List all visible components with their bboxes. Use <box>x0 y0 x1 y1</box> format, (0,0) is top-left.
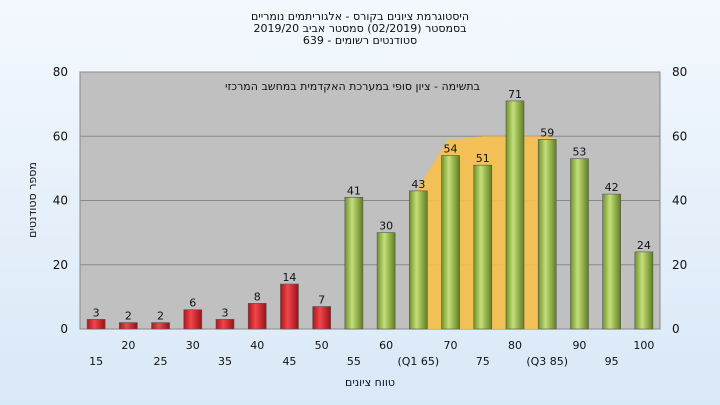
bar-25 <box>151 322 170 330</box>
x-tick-label-90: 90 <box>572 339 586 352</box>
x-tick-label-50: 50 <box>315 339 329 352</box>
bar-30 <box>183 309 203 330</box>
x-tick-label-35: 35 <box>218 355 232 368</box>
bar-100 <box>634 251 654 330</box>
y-tick-label-right: 0 <box>672 322 680 336</box>
data-label-95: 42 <box>605 181 619 194</box>
grid-lines <box>80 71 660 266</box>
y-tick-label-left: 0 <box>60 322 68 336</box>
data-label-70: 54 <box>444 143 458 156</box>
data-label-55: 41 <box>347 184 361 197</box>
x-tick-label-80: 80 <box>508 339 522 352</box>
x-tick-label-40: 40 <box>250 339 264 352</box>
x-tick-label-100: 100 <box>633 339 654 352</box>
x-tick-label-60: 60 <box>379 339 393 352</box>
data-label-85: 59 <box>540 126 554 139</box>
data-label-75: 51 <box>476 152 490 165</box>
bar-90 <box>570 158 589 330</box>
x-tick-label-85: (Q3 85) <box>526 355 568 368</box>
x-tick-label-75: 75 <box>476 355 490 368</box>
chart-title-line-3: סטודנטים רשומים - 639 <box>302 34 418 47</box>
y-tick-label-left: 20 <box>53 258 68 272</box>
y-tick-label-left: 40 <box>53 194 68 208</box>
y-tick-label-right: 80 <box>672 65 687 79</box>
bar-95 <box>602 193 621 330</box>
data-label-50: 7 <box>318 294 325 307</box>
x-tick-label-25: 25 <box>154 355 168 368</box>
bar-55 <box>344 196 364 330</box>
data-label-30: 6 <box>189 297 196 310</box>
x-tick-label-95: 95 <box>605 355 619 368</box>
data-label-65: 43 <box>411 178 425 191</box>
x-tick-label-70: 70 <box>444 339 458 352</box>
bar-45 <box>280 283 299 330</box>
data-label-60: 30 <box>379 220 393 233</box>
x-tick-label-65: (Q1 65) <box>397 355 439 368</box>
bar-65 <box>409 190 428 330</box>
bar-20 <box>119 322 138 330</box>
x-tick-label-15: 15 <box>89 355 103 368</box>
data-label-45: 14 <box>282 271 296 284</box>
chart-title-line-1: היסטוגרמת ציונים בקורס - אלגוריתמים נומר… <box>250 10 470 23</box>
y-tick-label-left: 60 <box>53 129 68 143</box>
y-ticks-group: 0 0 20 20 40 40 60 60 80 80 <box>53 65 688 336</box>
data-label-80: 71 <box>508 88 522 101</box>
data-labels-group: 3 2 2 6 3 8 14 7 41 30 43 54 51 71 59 53 42 24 <box>93 88 651 323</box>
chart-title-line-2: בסמסטר (02/2019) סמסטר אביב 2019/20 <box>253 22 467 35</box>
bar-75 <box>473 164 493 330</box>
bar-35 <box>215 319 235 330</box>
data-label-90: 53 <box>572 146 586 159</box>
x-tick-label-45: 45 <box>282 355 296 368</box>
bar-40 <box>247 302 267 330</box>
data-label-20: 2 <box>125 310 132 323</box>
bar-85 <box>537 139 557 330</box>
x-tick-label-55: 55 <box>347 355 361 368</box>
bar-60 <box>376 232 396 330</box>
y-tick-label-right: 20 <box>672 258 687 272</box>
data-label-35: 3 <box>222 306 229 319</box>
data-label-25: 2 <box>157 310 164 323</box>
y-axis-label: מספר סטודנטים <box>26 162 39 238</box>
bar-15 <box>86 319 106 330</box>
data-label-40: 8 <box>254 290 261 303</box>
y-tick-label-right: 60 <box>672 129 687 143</box>
bar-80 <box>505 100 525 330</box>
bar-50 <box>312 306 331 330</box>
y-tick-label-right: 40 <box>672 194 687 208</box>
bar-70 <box>441 155 460 330</box>
data-label-15: 3 <box>93 306 100 319</box>
x-tick-label-30: 30 <box>186 339 200 352</box>
y-tick-label-left: 80 <box>53 65 68 79</box>
x-axis-label: טווח ציונים <box>345 376 395 389</box>
x-ticks-group: 15 20 25 30 35 40 45 50 55 60 (Q1 65) 70 75 80 (Q3 85)… <box>89 339 654 368</box>
chart-annotation: בתשימה - ציון סופי במערכת האקדמית במחשב … <box>225 80 480 93</box>
data-label-100: 24 <box>637 239 651 252</box>
bars-group <box>86 100 654 330</box>
x-tick-label-20: 20 <box>121 339 135 352</box>
